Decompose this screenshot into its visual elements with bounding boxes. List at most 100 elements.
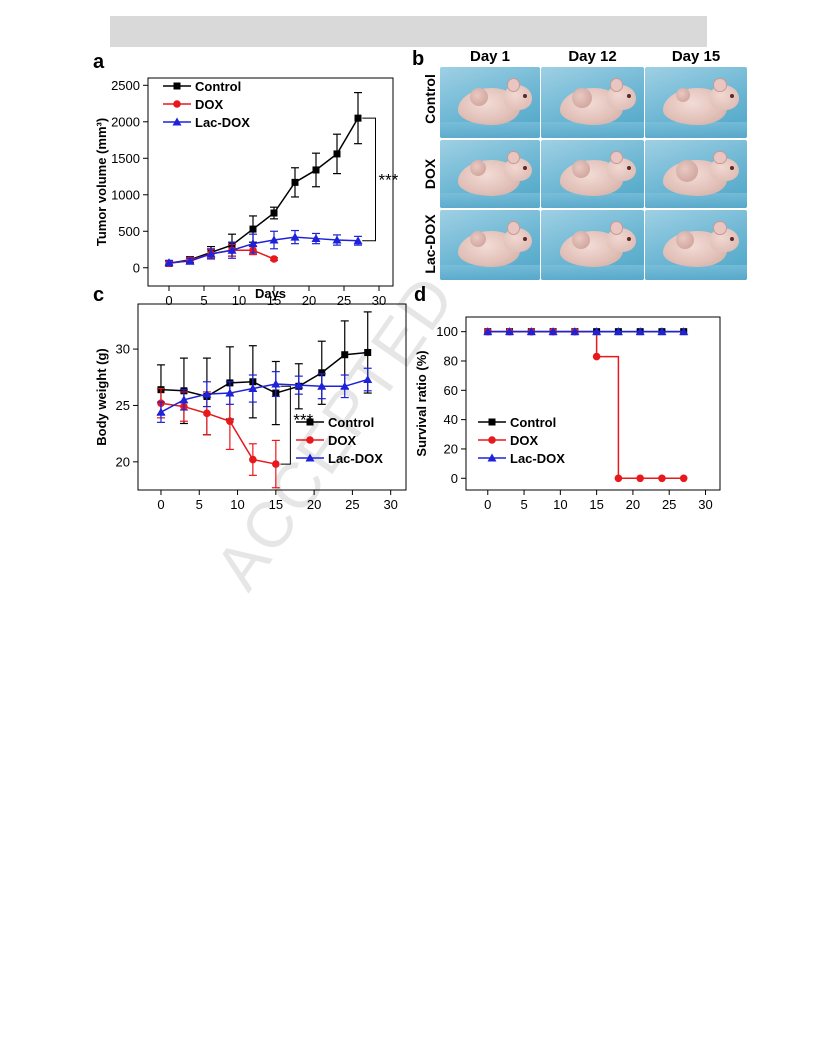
legend-label: DOX — [510, 433, 539, 448]
data-point — [679, 474, 688, 483]
mouse-photo — [440, 140, 540, 208]
series-lac-dox — [483, 327, 689, 336]
data-point — [363, 375, 373, 384]
y-tick-label: 500 — [118, 224, 140, 239]
data-point — [317, 381, 327, 390]
legend-label: DOX — [195, 97, 224, 112]
column-header-day15: Day 15 — [671, 48, 721, 65]
significance-bracket — [362, 117, 376, 242]
data-point — [570, 327, 580, 336]
x-tick-label: 15 — [589, 497, 603, 512]
x-tick-label: 20 — [626, 497, 640, 512]
legend-marker — [172, 117, 182, 126]
data-point — [354, 114, 362, 122]
y-tick-label: 25 — [116, 398, 130, 413]
y-axis-label: Survival ratio (%) — [414, 350, 429, 456]
legend-label: DOX — [328, 433, 357, 448]
data-point — [483, 327, 493, 336]
series-line — [160, 378, 368, 413]
data-point — [164, 258, 174, 267]
data-point — [340, 381, 350, 390]
data-point — [636, 474, 644, 483]
data-point — [526, 327, 536, 336]
legend-marker — [173, 82, 181, 90]
plot-frame — [137, 303, 407, 491]
data-point — [290, 232, 300, 241]
data-point — [592, 352, 601, 361]
data-point — [635, 327, 645, 336]
x-tick-label: 20 — [307, 497, 321, 512]
mouse-photo — [541, 140, 644, 208]
data-point — [312, 166, 320, 174]
y-axis-label: Body weight (g) — [94, 348, 109, 446]
panel-label-a: a — [93, 51, 105, 73]
mouse-photo — [440, 67, 540, 138]
legend-marker — [487, 453, 497, 462]
data-point — [272, 460, 280, 468]
x-tick-label: 0 — [165, 293, 172, 308]
legend-label: Lac-DOX — [510, 451, 565, 466]
data-point — [206, 249, 216, 258]
data-point — [294, 380, 304, 389]
data-point — [353, 236, 363, 245]
mouse-photo — [645, 210, 747, 280]
series-line — [168, 117, 359, 265]
series-line — [160, 351, 368, 398]
y-tick-label: 100 — [436, 324, 458, 339]
legend-label: Lac-DOX — [328, 451, 383, 466]
legend-marker — [305, 453, 315, 462]
x-tick-label: 0 — [157, 497, 164, 512]
y-tick-label: 2000 — [111, 114, 140, 129]
data-point — [225, 388, 235, 397]
panel-b-label: b — [412, 48, 425, 70]
y-tick-label: 20 — [444, 441, 458, 456]
mouse-photo — [440, 210, 540, 280]
data-point — [271, 379, 281, 388]
x-tick-label: 25 — [662, 497, 676, 512]
data-point — [364, 348, 372, 356]
y-tick-label: 2500 — [111, 78, 140, 93]
data-point — [248, 384, 258, 393]
data-point — [311, 234, 321, 243]
y-tick-label: 30 — [116, 342, 130, 357]
data-point — [548, 327, 558, 336]
y-tick-label: 40 — [444, 412, 458, 427]
data-point — [156, 407, 166, 416]
data-point — [592, 327, 602, 336]
data-point — [341, 351, 349, 359]
y-tick-label: 0 — [133, 260, 140, 275]
legend-marker — [173, 100, 181, 108]
mouse-photo — [541, 210, 644, 280]
legend-label: Control — [510, 415, 556, 430]
data-point — [291, 178, 299, 186]
data-point — [613, 327, 623, 336]
data-point — [249, 455, 257, 464]
y-tick-label: 0 — [451, 471, 458, 486]
column-header-day1: Day 1 — [469, 48, 511, 65]
legend-label: Control — [195, 79, 241, 94]
x-tick-label: 5 — [196, 497, 203, 512]
data-point — [226, 417, 234, 426]
series-line — [160, 402, 276, 465]
data-point — [203, 409, 211, 418]
data-point — [249, 225, 257, 233]
data-point — [202, 389, 212, 398]
significance-label: *** — [293, 411, 313, 430]
y-tick-label: 1500 — [111, 151, 140, 166]
x-tick-label: 30 — [383, 497, 397, 512]
x-tick-label: 10 — [230, 497, 244, 512]
legend-label: Lac-DOX — [195, 115, 250, 130]
x-axis-label: Days — [255, 286, 286, 301]
series-lac-dox — [164, 229, 363, 267]
data-point — [270, 255, 278, 263]
y-tick-label: 80 — [444, 353, 458, 368]
significance-label: *** — [379, 170, 399, 189]
plot-frame — [465, 316, 721, 491]
data-point — [179, 395, 189, 404]
panel-label-d: d — [414, 284, 426, 306]
legend-marker — [306, 418, 314, 426]
x-tick-label: 15 — [269, 497, 283, 512]
data-point — [248, 239, 258, 248]
